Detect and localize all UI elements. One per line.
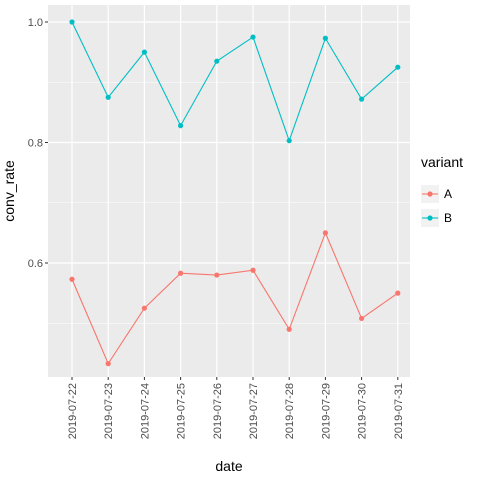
series-layer — [69, 19, 401, 367]
legend-title: variant — [421, 154, 463, 170]
legend: variant AB — [421, 154, 463, 227]
legend-label-A: A — [444, 187, 452, 201]
data-point-A — [214, 272, 220, 278]
x-axis-ticks: 2019-07-22 2019-07-23 2019-07-24 2019-07-25… — [67, 377, 405, 439]
data-point-B — [395, 64, 401, 70]
x-tick-label: 2019-07-28 — [284, 383, 296, 439]
data-point-A — [359, 315, 365, 322]
data-point-B — [141, 49, 147, 55]
data-point-B — [105, 94, 111, 100]
x-tick-label: 2019-07-25 — [176, 383, 188, 439]
data-point-B — [286, 138, 292, 144]
legend-key-point — [427, 191, 433, 197]
data-point-A — [105, 361, 111, 367]
series-line-B — [71, 21, 399, 143]
legend-key-point — [427, 215, 433, 221]
x-tick-label: 2019-07-27 — [248, 383, 260, 439]
y-tick-label: 1.0 — [28, 17, 43, 29]
data-point-A — [286, 326, 292, 332]
x-tick-label: 2019-07-30 — [357, 383, 369, 439]
data-point-A — [395, 290, 401, 296]
x-tick-label: 2019-07-31 — [393, 383, 405, 439]
series-line-A — [71, 231, 399, 365]
x-tick-label: 2019-07-22 — [67, 383, 79, 439]
x-tick-label: 2019-07-23 — [103, 383, 115, 439]
x-tick-label: 2019-07-26 — [212, 383, 224, 439]
panel-background — [48, 5, 410, 377]
y-tick-label: 0.6 — [28, 258, 43, 270]
data-point-B — [359, 96, 365, 102]
data-point-B — [322, 35, 328, 41]
y-axis-title: conv_rate — [1, 160, 17, 222]
x-axis-title: date — [215, 458, 242, 474]
data-point-A — [141, 305, 147, 311]
data-point-A — [322, 230, 328, 236]
y-axis-ticks: 0.6 0.8 1.0 — [28, 17, 48, 270]
data-point-A — [250, 267, 256, 273]
y-tick-label: 0.8 — [28, 138, 43, 150]
data-point-B — [69, 19, 75, 25]
data-point-A — [178, 270, 184, 276]
data-point-B — [178, 123, 184, 129]
x-tick-label: 2019-07-29 — [320, 383, 332, 439]
data-point-B — [250, 34, 256, 40]
legend-label-B: B — [444, 211, 452, 225]
major-gridlines — [48, 5, 410, 377]
data-point-B — [214, 58, 220, 64]
data-point-A — [69, 276, 75, 282]
x-tick-label: 2019-07-24 — [139, 383, 151, 439]
